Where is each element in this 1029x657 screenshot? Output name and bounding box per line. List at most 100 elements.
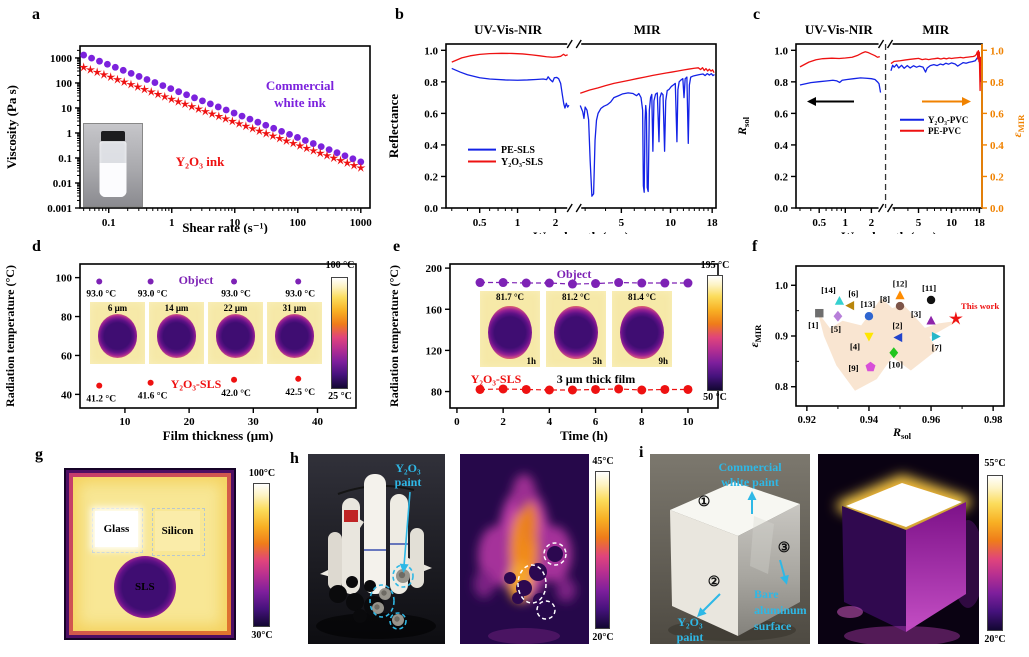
point-label: [8] bbox=[880, 294, 890, 304]
panel-a-label: a bbox=[32, 6, 40, 23]
x-axis-label: Film thickness (μm) bbox=[163, 428, 274, 442]
point-label: [10] bbox=[888, 360, 903, 370]
x-tick: 40 bbox=[312, 416, 324, 428]
legend-PE-PVC: PE-PVC bbox=[928, 126, 961, 136]
cube-photo: Commercial white paint ① ② Y₂O₃ paint ③ Bare alu… bbox=[650, 454, 810, 644]
y-tick: 0.6 bbox=[424, 108, 438, 120]
point-label: [6] bbox=[848, 289, 858, 299]
face-marker-1: ① bbox=[698, 495, 711, 510]
chart-b-reflectance: 0.0 0.2 0.4 0.6 0.8 1.0 0.5 1 2 5 10 18 UV-Vis-NIR MI… bbox=[386, 22, 718, 234]
thermal-inset-9h: 81.4 °C 9h bbox=[612, 291, 672, 367]
cube-thermal-image bbox=[818, 454, 979, 644]
colorbar-i-max: 55°C bbox=[984, 458, 1006, 469]
colorbar-i-min: 20°C bbox=[984, 634, 1006, 645]
y-tick: 1.0 bbox=[774, 45, 788, 57]
annotation-paint: paint bbox=[677, 630, 704, 644]
x-tick: 2 bbox=[500, 416, 506, 428]
y-tick: 0.8 bbox=[774, 77, 788, 89]
panel-i-label: i bbox=[639, 444, 644, 461]
value-label: 93.0 °C bbox=[86, 289, 116, 300]
annotation-film-note: 3 μm thick film bbox=[557, 372, 635, 386]
right-y-tick: 0.2 bbox=[990, 171, 1004, 183]
data-point-6: [6] bbox=[845, 289, 859, 311]
data-point-11: [11] bbox=[922, 283, 936, 305]
silicon-region: Silicon bbox=[155, 511, 200, 551]
data-point-Thiswork: This work bbox=[948, 301, 999, 325]
series-Y₂O₃-SLS bbox=[451, 52, 715, 94]
cool-spot bbox=[97, 314, 138, 358]
value-label: 93.0 °C bbox=[221, 289, 251, 300]
ink-vial-photo bbox=[84, 124, 142, 206]
thermal-inset-6μm: 6 μm bbox=[90, 302, 145, 364]
colorbar-i bbox=[988, 476, 1002, 630]
inset-temp-label: 81.7 °C bbox=[495, 292, 525, 302]
value-label: 93.0 °C bbox=[285, 289, 315, 300]
photo-annotation-paint: paint bbox=[395, 475, 422, 489]
thermal-inset-22μm: 22 μm bbox=[208, 302, 263, 364]
colorbar-g bbox=[254, 484, 269, 626]
y-tick: 1000 bbox=[50, 53, 73, 65]
y-tick: 80 bbox=[431, 387, 443, 399]
panel-f-label: f bbox=[752, 238, 758, 255]
vial-powder bbox=[99, 163, 127, 197]
point-label: [1] bbox=[808, 320, 818, 330]
panel-g-label: g bbox=[35, 446, 43, 463]
x-tick: 10 bbox=[229, 217, 241, 229]
x-tick: 10 bbox=[665, 217, 677, 229]
sls-region: SLS bbox=[113, 555, 176, 618]
y-tick: 40 bbox=[61, 389, 73, 401]
x-tick: 0.5 bbox=[473, 217, 487, 229]
legend-Y₂O₃-PVC: Y₂O₃-PVC bbox=[928, 115, 968, 125]
series-Object bbox=[475, 278, 693, 289]
x-tick: 1 bbox=[169, 217, 175, 229]
panel-c-label: c bbox=[753, 6, 761, 23]
point-label: [9] bbox=[848, 363, 858, 373]
cool-spot bbox=[488, 306, 532, 360]
right-y-tick: 0.0 bbox=[990, 203, 1004, 215]
value-label: 42.5 °C bbox=[285, 387, 315, 398]
x-tick: 10 bbox=[119, 416, 131, 428]
cool-spot bbox=[156, 314, 197, 358]
y-tick: 10 bbox=[61, 103, 73, 115]
y-tick: 1.0 bbox=[775, 281, 788, 292]
data-point-12: [12] bbox=[893, 278, 908, 300]
chart-a-viscosity: 0.1 1 10 100 1000 0.001 0.01 0.1 1 10 100 1000 Shear… bbox=[4, 45, 372, 234]
cool-spot bbox=[274, 314, 315, 358]
y-tick: 0.2 bbox=[424, 171, 438, 183]
right-y-tick: 0.6 bbox=[990, 108, 1004, 120]
x-tick: 0.94 bbox=[860, 415, 879, 426]
thermal-inset-5h: 81.2 °C 5h bbox=[546, 291, 606, 367]
colorbar-d-min: 25 °C bbox=[328, 391, 352, 402]
y-tick: 0.0 bbox=[774, 203, 788, 215]
panel-e: e 0 2 4 6 8 10 80 120 160 200 Time (h) Radiation te… bbox=[384, 236, 740, 442]
x-tick: 5 bbox=[916, 217, 922, 229]
value-label: 42.0 °C bbox=[221, 388, 251, 399]
thermal-image-plate: Glass Silicon SLS bbox=[64, 468, 236, 640]
right-y-axis-label: εMIR bbox=[1010, 114, 1026, 137]
x-axis-label: Wavelength (μm) bbox=[533, 229, 629, 234]
panel-c: c 0.0 0.2 0.4 0.6 0.8 1.0 0.5 1 2 5 10 18 UV-Vis-NIR… bbox=[726, 0, 1029, 234]
x-tick: 0.1 bbox=[102, 217, 116, 229]
y-tick: 0.0 bbox=[424, 203, 438, 215]
right-y-tick: 0.4 bbox=[990, 140, 1004, 152]
y-tick: 0.4 bbox=[774, 140, 788, 152]
chart-e-time: 0 2 4 6 8 10 80 120 160 200 Time (h) Radiation temp… bbox=[387, 263, 719, 442]
data-point-5: [5] bbox=[831, 310, 843, 334]
right-y-tick: 0.8 bbox=[990, 77, 1004, 89]
inset-temp-label: 81.2 °C bbox=[561, 292, 591, 302]
x-tick: 0.92 bbox=[798, 415, 816, 426]
colorbar-h-max: 45°C bbox=[592, 456, 614, 467]
thermal-inset-1h: 81.7 °C 1h bbox=[480, 291, 540, 367]
colorbar-h-min: 20°C bbox=[592, 632, 614, 643]
vial-cap bbox=[101, 131, 125, 142]
annotation-y2o3-sls: Y₂O₃-SLS bbox=[171, 377, 222, 391]
x-tick: 0.5 bbox=[812, 217, 826, 229]
y-axis-label: Viscosity (Pa s) bbox=[4, 85, 19, 169]
x-tick: 6 bbox=[593, 416, 599, 428]
data-point-7: [7] bbox=[932, 331, 942, 353]
x-axis-label: Shear rate (s⁻¹) bbox=[182, 220, 268, 234]
point-label: [12] bbox=[893, 278, 908, 288]
y-tick: 0.9 bbox=[775, 332, 788, 343]
y-axis-label: Reflectance bbox=[386, 94, 401, 158]
chart-c-rsol-emir: 0.0 0.2 0.4 0.6 0.8 1.0 0.5 1 2 5 10 18 UV-Vis-NIR MI… bbox=[735, 22, 1026, 234]
